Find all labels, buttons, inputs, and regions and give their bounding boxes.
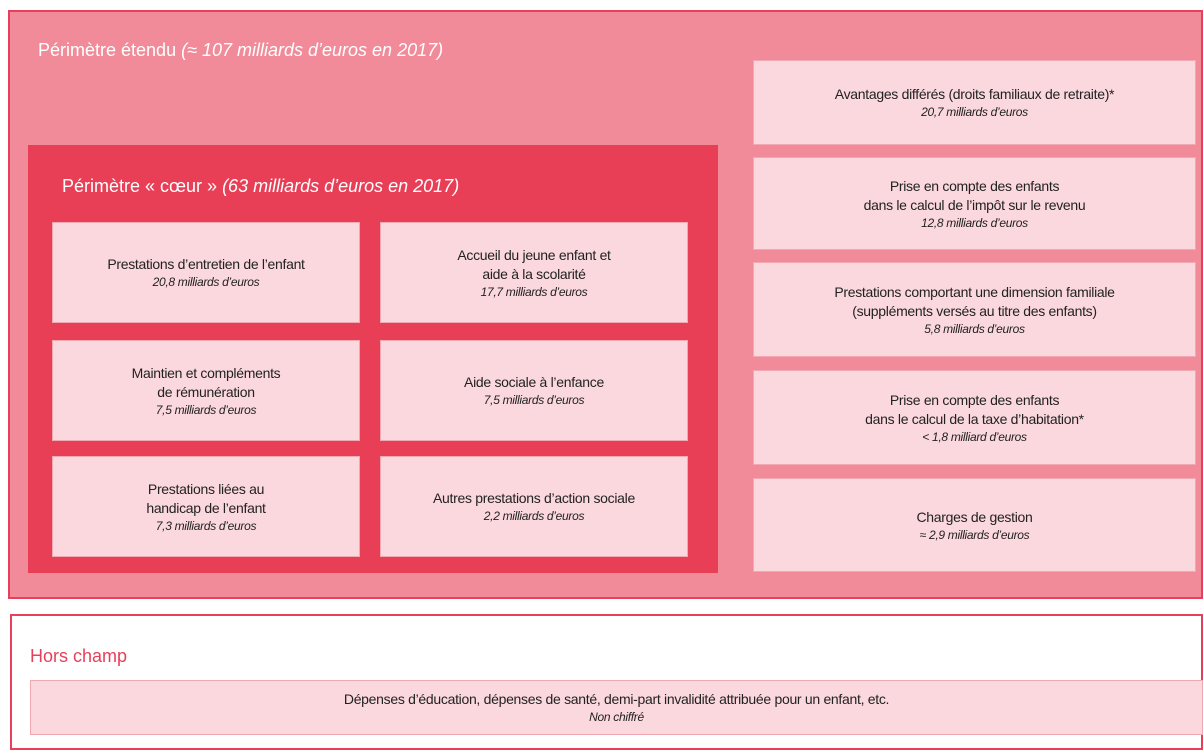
item-label: Aide sociale à l’enfance	[464, 374, 604, 390]
item-label: Accueil du jeune enfant et	[457, 246, 611, 263]
item-box: Accueil du jeune enfant et aide à la scol…	[380, 222, 688, 323]
item-box: Avantages différés (droits familiaux de …	[753, 60, 1196, 145]
item-box: Prise en compte des enfants dans le calcu…	[753, 157, 1196, 250]
extended-title: Périmètre étendu (≈ 107 milliards d’euro…	[38, 40, 444, 60]
item-box: Dépenses d’éducation, dépenses de santé,…	[30, 680, 1203, 735]
item-label: Avantages différés (droits familiaux de …	[834, 86, 1115, 102]
item-box: Prestations liées au handicap de l’enfant…	[52, 456, 360, 557]
item-label: Prise en compte des enfants	[889, 391, 1060, 408]
item-box: Prise en compte des enfants dans le calcu…	[753, 370, 1196, 465]
item-label: Maintien et compléments	[131, 364, 281, 381]
item-label: Charges de gestion	[916, 508, 1033, 525]
core-title: Périmètre « cœur » (63 milliards d’euros…	[62, 176, 460, 196]
item-amount: 12,8 milliards d’euros	[921, 215, 1028, 230]
item-amount: 17,7 milliards d’euros	[480, 284, 588, 299]
item-label: Dépenses d’éducation, dépenses de santé,…	[343, 691, 890, 707]
item-box: Prestations d’entretien de l’enfant 20,8 …	[52, 222, 360, 323]
item-label: dans le calcul de la taxe d’habitation*	[865, 410, 1084, 427]
item-box: Prestations comportant une dimension fam…	[753, 262, 1196, 357]
item-label: Prestations d’entretien de l’enfant	[107, 256, 305, 272]
item-label: (suppléments versés au titre des enfants…	[852, 302, 1097, 319]
item-amount: 20,7 milliards d’euros	[921, 105, 1028, 119]
item-box: Autres prestations d’action sociale 2,2 m…	[380, 456, 688, 557]
item-amount: 5,8 milliards d’euros	[924, 321, 1025, 336]
item-label: handicap de l’enfant	[146, 499, 266, 516]
item-amount: ≈ 2,9 milliards d’euros	[919, 527, 1030, 542]
item-box: Aide sociale à l’enfance 7,5 milliards d’…	[380, 340, 688, 441]
item-label: aide à la scolarité	[482, 265, 586, 282]
item-amount: 20,8 milliards d’euros	[152, 275, 260, 289]
item-amount: Non chiffré	[589, 710, 644, 724]
out-of-scope-title: Hors champ	[30, 646, 128, 666]
item-amount: < 1,8 milliard d’euros	[922, 429, 1027, 444]
item-label: Prestations liées au	[147, 480, 265, 497]
item-label: Autres prestations d’action sociale	[433, 490, 635, 506]
item-box: Charges de gestion ≈ 2,9 milliards d’euro…	[753, 478, 1196, 572]
item-amount: 7,5 milliards d’euros	[155, 402, 257, 417]
item-label: Prise en compte des enfants	[889, 177, 1060, 194]
item-amount: 7,3 milliards d’euros	[155, 518, 257, 533]
item-amount: 2,2 milliards d’euros	[483, 509, 585, 523]
item-label: dans le calcul de l’impôt sur le revenu	[863, 196, 1086, 213]
item-box: Maintien et compléments de rémunération 7,…	[52, 340, 360, 441]
item-amount: 7,5 milliards d’euros	[483, 393, 585, 407]
item-label: de rémunération	[157, 383, 255, 400]
item-label: Prestations comportant une dimension fam…	[834, 283, 1115, 300]
